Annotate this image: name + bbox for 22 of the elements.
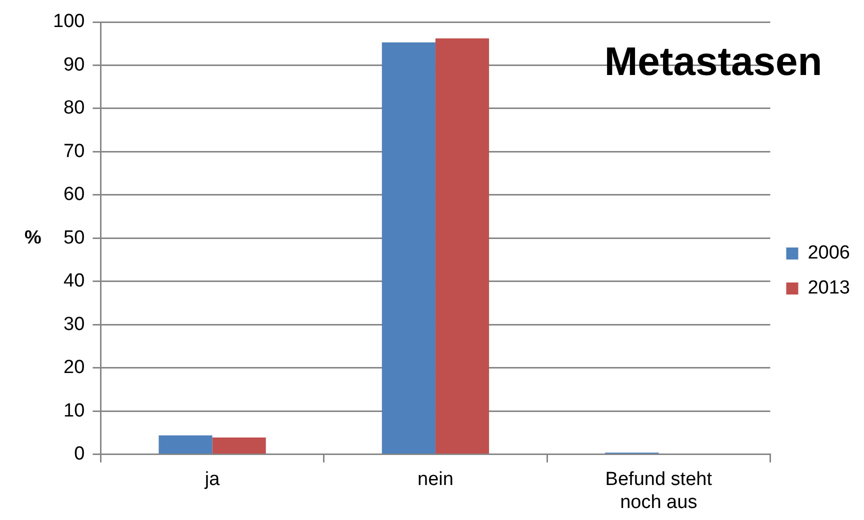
bar bbox=[435, 38, 490, 454]
annotation: Metastasen bbox=[604, 40, 822, 84]
legend-label: 2013 bbox=[808, 278, 850, 299]
y-axis-title: % bbox=[24, 227, 42, 248]
y-tick-label: 100 bbox=[53, 11, 85, 32]
y-tick-label: 20 bbox=[64, 357, 85, 378]
bar bbox=[382, 42, 436, 454]
y-tick-label: 0 bbox=[74, 444, 85, 465]
legend-label: 2006 bbox=[808, 242, 850, 264]
y-tick-label: 60 bbox=[64, 184, 85, 206]
bar bbox=[212, 438, 266, 454]
y-tick-label: 50 bbox=[64, 227, 85, 248]
y-tick-label: 10 bbox=[64, 400, 85, 422]
x-tick-label: Befund steht noch aus bbox=[605, 469, 713, 513]
y-tick-label: 30 bbox=[64, 314, 85, 335]
y-tick-label: 80 bbox=[64, 98, 85, 119]
x-tick-label: ja bbox=[204, 469, 220, 490]
y-tick-label: 40 bbox=[64, 270, 85, 292]
bar bbox=[158, 435, 212, 454]
y-tick-label: 90 bbox=[64, 54, 85, 76]
x-tick-label: nein bbox=[418, 469, 454, 490]
y-tick-label: 70 bbox=[64, 140, 85, 162]
